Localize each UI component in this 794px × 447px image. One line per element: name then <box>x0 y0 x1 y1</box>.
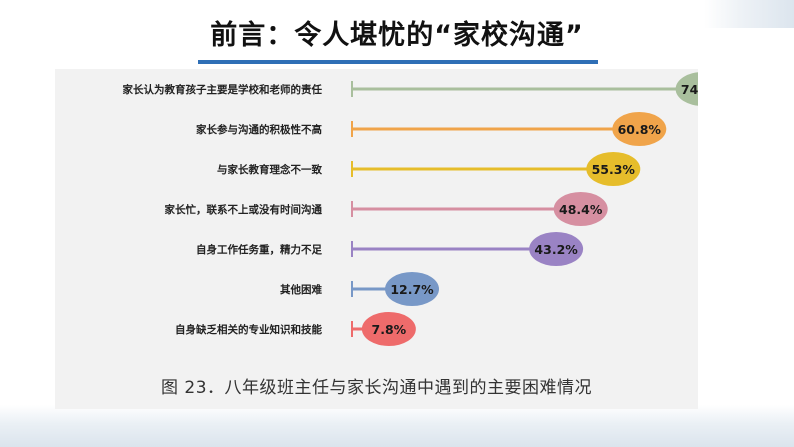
value-bubble <box>675 72 698 106</box>
value-bubble <box>553 192 608 226</box>
category-label: 与家长教育理念不一致 <box>217 163 322 176</box>
chart-caption: 图 23．八年级班主任与家长沟通中遇到的主要困难情况 <box>160 378 593 398</box>
value-label: 7.8% <box>372 322 407 337</box>
slide-title: 前言：令人堪忧的“家校沟通” <box>210 20 584 51</box>
value-label: 74.2% <box>681 82 698 97</box>
category-label: 家长参与沟通的积极性不高 <box>196 123 322 136</box>
difficulty-bar-chart: 家长认为教育孩子主要是学校和老师的责任 74.2% 家长参与沟通的积极性不高 60.8… <box>123 72 698 346</box>
value-bubble <box>612 112 667 146</box>
category-label: 自身缺乏相关的专业知识和技能 <box>175 323 322 336</box>
value-label: 60.8% <box>618 122 662 137</box>
category-label: 其他困难 <box>280 283 322 296</box>
value-bubble <box>361 312 416 346</box>
chart-panel: 家长认为教育孩子主要是学校和老师的责任 74.2% 家长参与沟通的积极性不高 60.8… <box>55 69 698 409</box>
corner-decoration-top <box>704 0 794 28</box>
value-bubble <box>385 272 440 306</box>
value-label: 12.7% <box>390 282 434 297</box>
value-bubble <box>529 232 584 266</box>
value-label: 48.4% <box>559 202 603 217</box>
value-label: 43.2% <box>534 242 578 257</box>
category-label: 家长忙，联系不上或没有时间沟通 <box>165 203 323 216</box>
band-decoration-bottom <box>0 405 794 447</box>
value-label: 55.3% <box>592 162 636 177</box>
value-bubble <box>586 152 641 186</box>
title-underline <box>198 60 598 64</box>
category-label: 自身工作任务重，精力不足 <box>196 243 322 256</box>
category-label: 家长认为教育孩子主要是学校和老师的责任 <box>123 83 323 96</box>
